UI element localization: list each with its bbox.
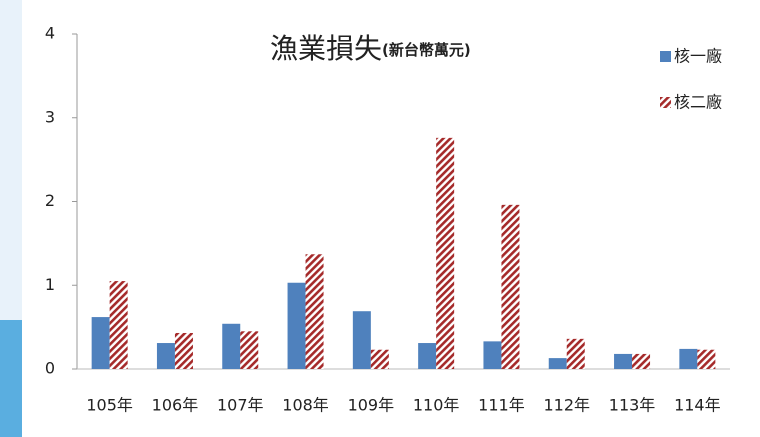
chart-title: 漁業損失(新台幣萬元)	[270, 32, 471, 65]
background-strip	[0, 320, 22, 437]
x-tick-label: 105年	[86, 396, 133, 415]
bar	[436, 137, 455, 369]
title-unit: (新台幣萬元)	[382, 41, 471, 59]
x-tick-label: 113年	[609, 396, 656, 415]
y-tick-label: 0	[45, 359, 55, 378]
bar	[418, 343, 437, 369]
x-tick-label: 108年	[282, 396, 329, 415]
bar	[697, 349, 716, 369]
bar	[91, 317, 110, 369]
bar	[222, 323, 241, 369]
legend-label: 核一廠	[674, 47, 722, 66]
bar	[566, 338, 585, 369]
y-tick-label: 3	[45, 107, 55, 126]
bar	[614, 353, 633, 369]
bar	[548, 358, 567, 369]
x-tick-label: 110年	[413, 396, 460, 415]
bar	[352, 311, 371, 369]
background-strip	[0, 0, 22, 320]
legend-label: 核二廠	[674, 93, 722, 112]
x-tick-label: 106年	[152, 396, 199, 415]
bar	[632, 353, 651, 369]
bar	[483, 341, 502, 369]
x-tick-label: 111年	[478, 396, 525, 415]
bar	[305, 254, 324, 369]
bar	[156, 343, 175, 369]
bar	[174, 332, 193, 369]
bar	[109, 281, 128, 369]
x-tick-label: 109年	[348, 396, 395, 415]
chart-area	[22, 4, 760, 437]
legend-swatch	[660, 51, 671, 62]
bar	[240, 331, 259, 369]
y-tick-label: 1	[45, 275, 55, 294]
bar	[679, 348, 698, 369]
bar	[501, 204, 520, 369]
x-tick-label: 114年	[674, 396, 721, 415]
x-tick-label: 112年	[543, 396, 590, 415]
y-tick-label: 2	[45, 191, 55, 210]
y-tick-label: 4	[45, 24, 55, 43]
x-tick-label: 107年	[217, 396, 264, 415]
bar	[370, 349, 389, 369]
bar	[287, 282, 306, 369]
legend-swatch	[660, 97, 671, 108]
title-text: 漁業損失	[270, 32, 382, 65]
